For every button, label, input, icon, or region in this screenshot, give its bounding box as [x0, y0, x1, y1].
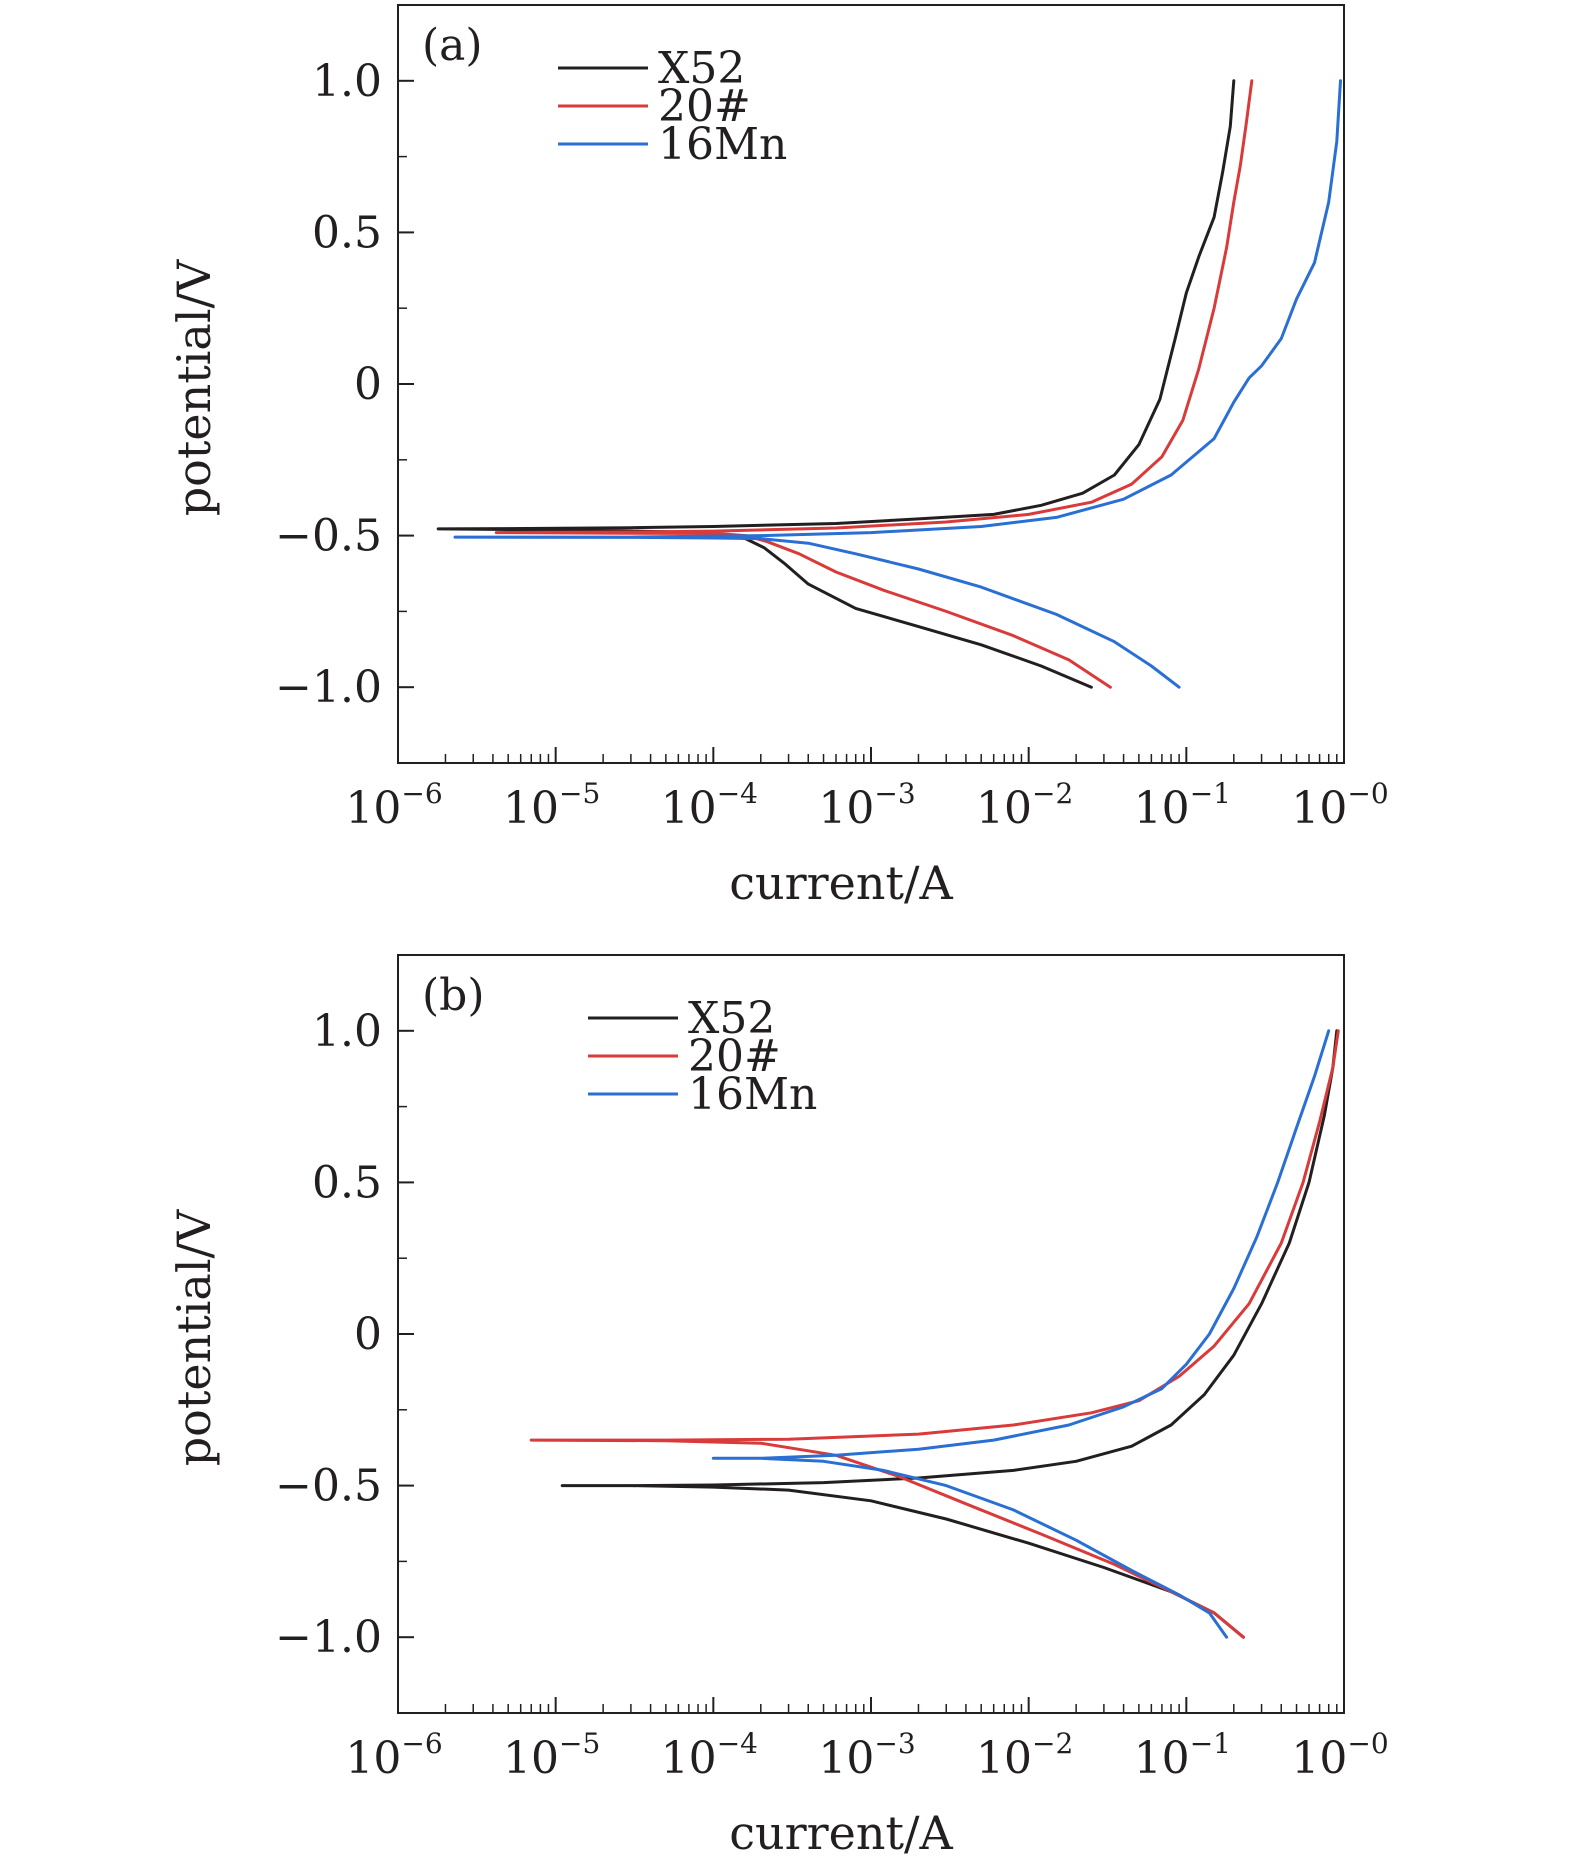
x-axis-title: current/A [729, 1806, 953, 1857]
series-line-20# [494, 79, 1254, 689]
y-tick-label: 1.0 [312, 1006, 382, 1057]
legend-label: 20# [688, 1031, 781, 1082]
legend-label: 16Mn [688, 1069, 817, 1120]
chart-panel-a: 10−6 10−5 10−4 10−3 10−2 10−1 10−0 1.0 0.5 0 −0.5 −… [167, 4, 1389, 910]
series-line-X52 [436, 79, 1236, 689]
y-tick-label: 1.0 [312, 56, 382, 107]
x-tick-label: 10−6 [345, 777, 442, 834]
y-tick-label: 0 [354, 359, 382, 410]
y-tick-label: 0.5 [312, 207, 382, 258]
plot-frame [397, 954, 1345, 1714]
y-tick-label: 0.5 [312, 1157, 382, 1208]
x-tick-label: 10−4 [661, 777, 758, 834]
x-tick-label: 10−3 [818, 777, 915, 834]
series-line-16Mn [453, 79, 1342, 689]
y-tick-label: −0.5 [275, 1461, 382, 1512]
x-axis-title: current/A [729, 856, 953, 910]
x-tick-label: 10−6 [345, 1727, 442, 1784]
x-tick-label: 10−0 [1291, 1727, 1388, 1784]
x-tick-label: 10−2 [976, 1727, 1073, 1784]
panel-label: (a) [422, 20, 483, 71]
legend-label: 20# [658, 81, 751, 132]
y-axis-title: potential/V [167, 259, 221, 516]
y-tick-label: 0 [354, 1309, 382, 1360]
y-tick-label: −1.0 [275, 662, 382, 713]
series-line-20# [529, 1029, 1340, 1639]
y-axis-title: potential/V [167, 1209, 221, 1466]
x-tick-label: 10−3 [818, 1727, 915, 1784]
x-tick-label: 10−1 [1134, 1727, 1231, 1784]
y-tick-label: −1.0 [275, 1612, 382, 1663]
y-tick-label: −0.5 [275, 511, 382, 562]
series-line-16Mn [711, 1029, 1331, 1639]
x-tick-label: 10−1 [1134, 777, 1231, 834]
plot-frame [397, 4, 1345, 764]
x-tick-label: 10−5 [503, 1727, 600, 1784]
legend-label: X52 [688, 993, 775, 1044]
legend-label: 16Mn [658, 119, 787, 170]
x-tick-label: 10−5 [503, 777, 600, 834]
chart-panel-b: 10−6 10−5 10−4 10−3 10−2 10−1 10−0 1.0 0.5 0 −0.5 −… [167, 954, 1389, 1857]
legend-label: X52 [658, 43, 745, 94]
x-tick-label: 10−4 [661, 1727, 758, 1784]
panel-label: (b) [422, 970, 485, 1021]
x-tick-label: 10−0 [1291, 777, 1388, 834]
series-line-X52 [560, 1029, 1339, 1639]
x-tick-label: 10−2 [976, 777, 1073, 834]
